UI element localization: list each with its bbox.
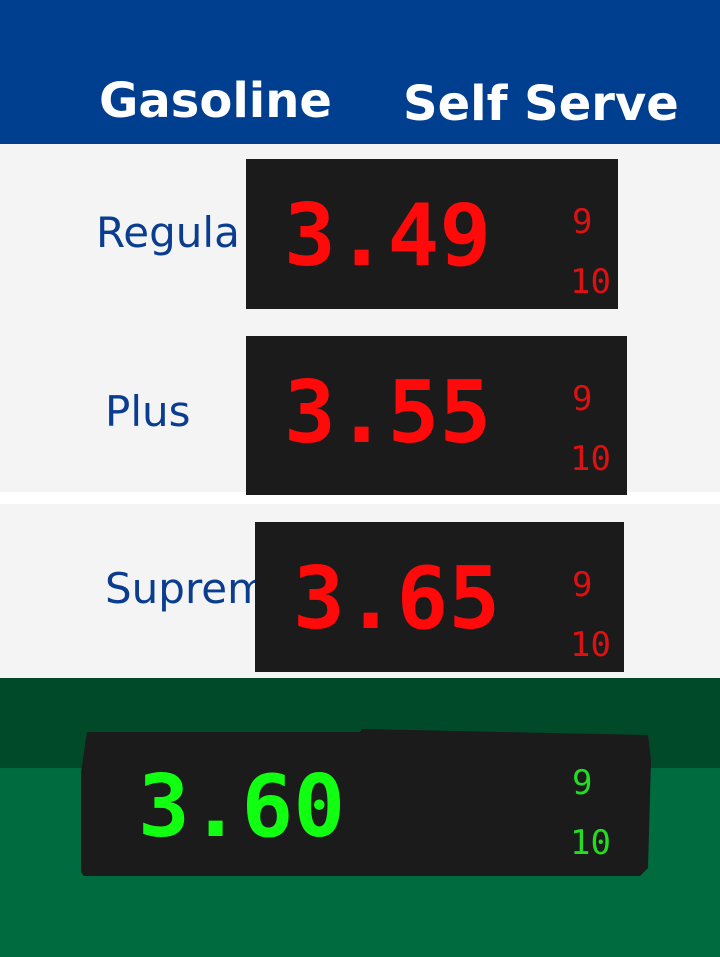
- self-serve-title: Self Serve: [403, 76, 679, 132]
- green-display-backing: [81, 729, 651, 876]
- price-green: 3.60: [138, 757, 346, 857]
- fraction-denominator-supreme: 10: [570, 625, 611, 665]
- price-supreme: 3.65: [293, 549, 501, 649]
- price-display-supreme: 3.65 9 10: [255, 522, 624, 672]
- fraction-denominator-green: 10: [570, 823, 611, 863]
- grade-label-regular: Regula: [96, 208, 240, 257]
- grade-label-plus: Plus: [105, 387, 191, 436]
- sign-header: Gasoline Self Serve: [0, 0, 720, 144]
- price-regular: 3.49: [284, 186, 492, 286]
- price-plus: 3.55: [284, 363, 492, 463]
- fraction-denominator-plus: 10: [570, 439, 611, 479]
- fraction-numerator-green: 9: [572, 763, 593, 803]
- gasoline-title: Gasoline: [99, 73, 332, 129]
- price-display-plus: 3.55 9 10: [246, 336, 627, 495]
- fraction-numerator-supreme: 9: [572, 565, 593, 605]
- fraction-numerator-plus: 9: [572, 379, 593, 419]
- grade-label-supreme: Suprem: [105, 564, 269, 613]
- price-display-green: 3.60 9 10: [80, 728, 652, 878]
- fraction-denominator-regular: 10: [570, 262, 611, 302]
- fraction-numerator-regular: 9: [572, 202, 593, 242]
- price-display-regular: 3.49 9 10: [246, 159, 618, 309]
